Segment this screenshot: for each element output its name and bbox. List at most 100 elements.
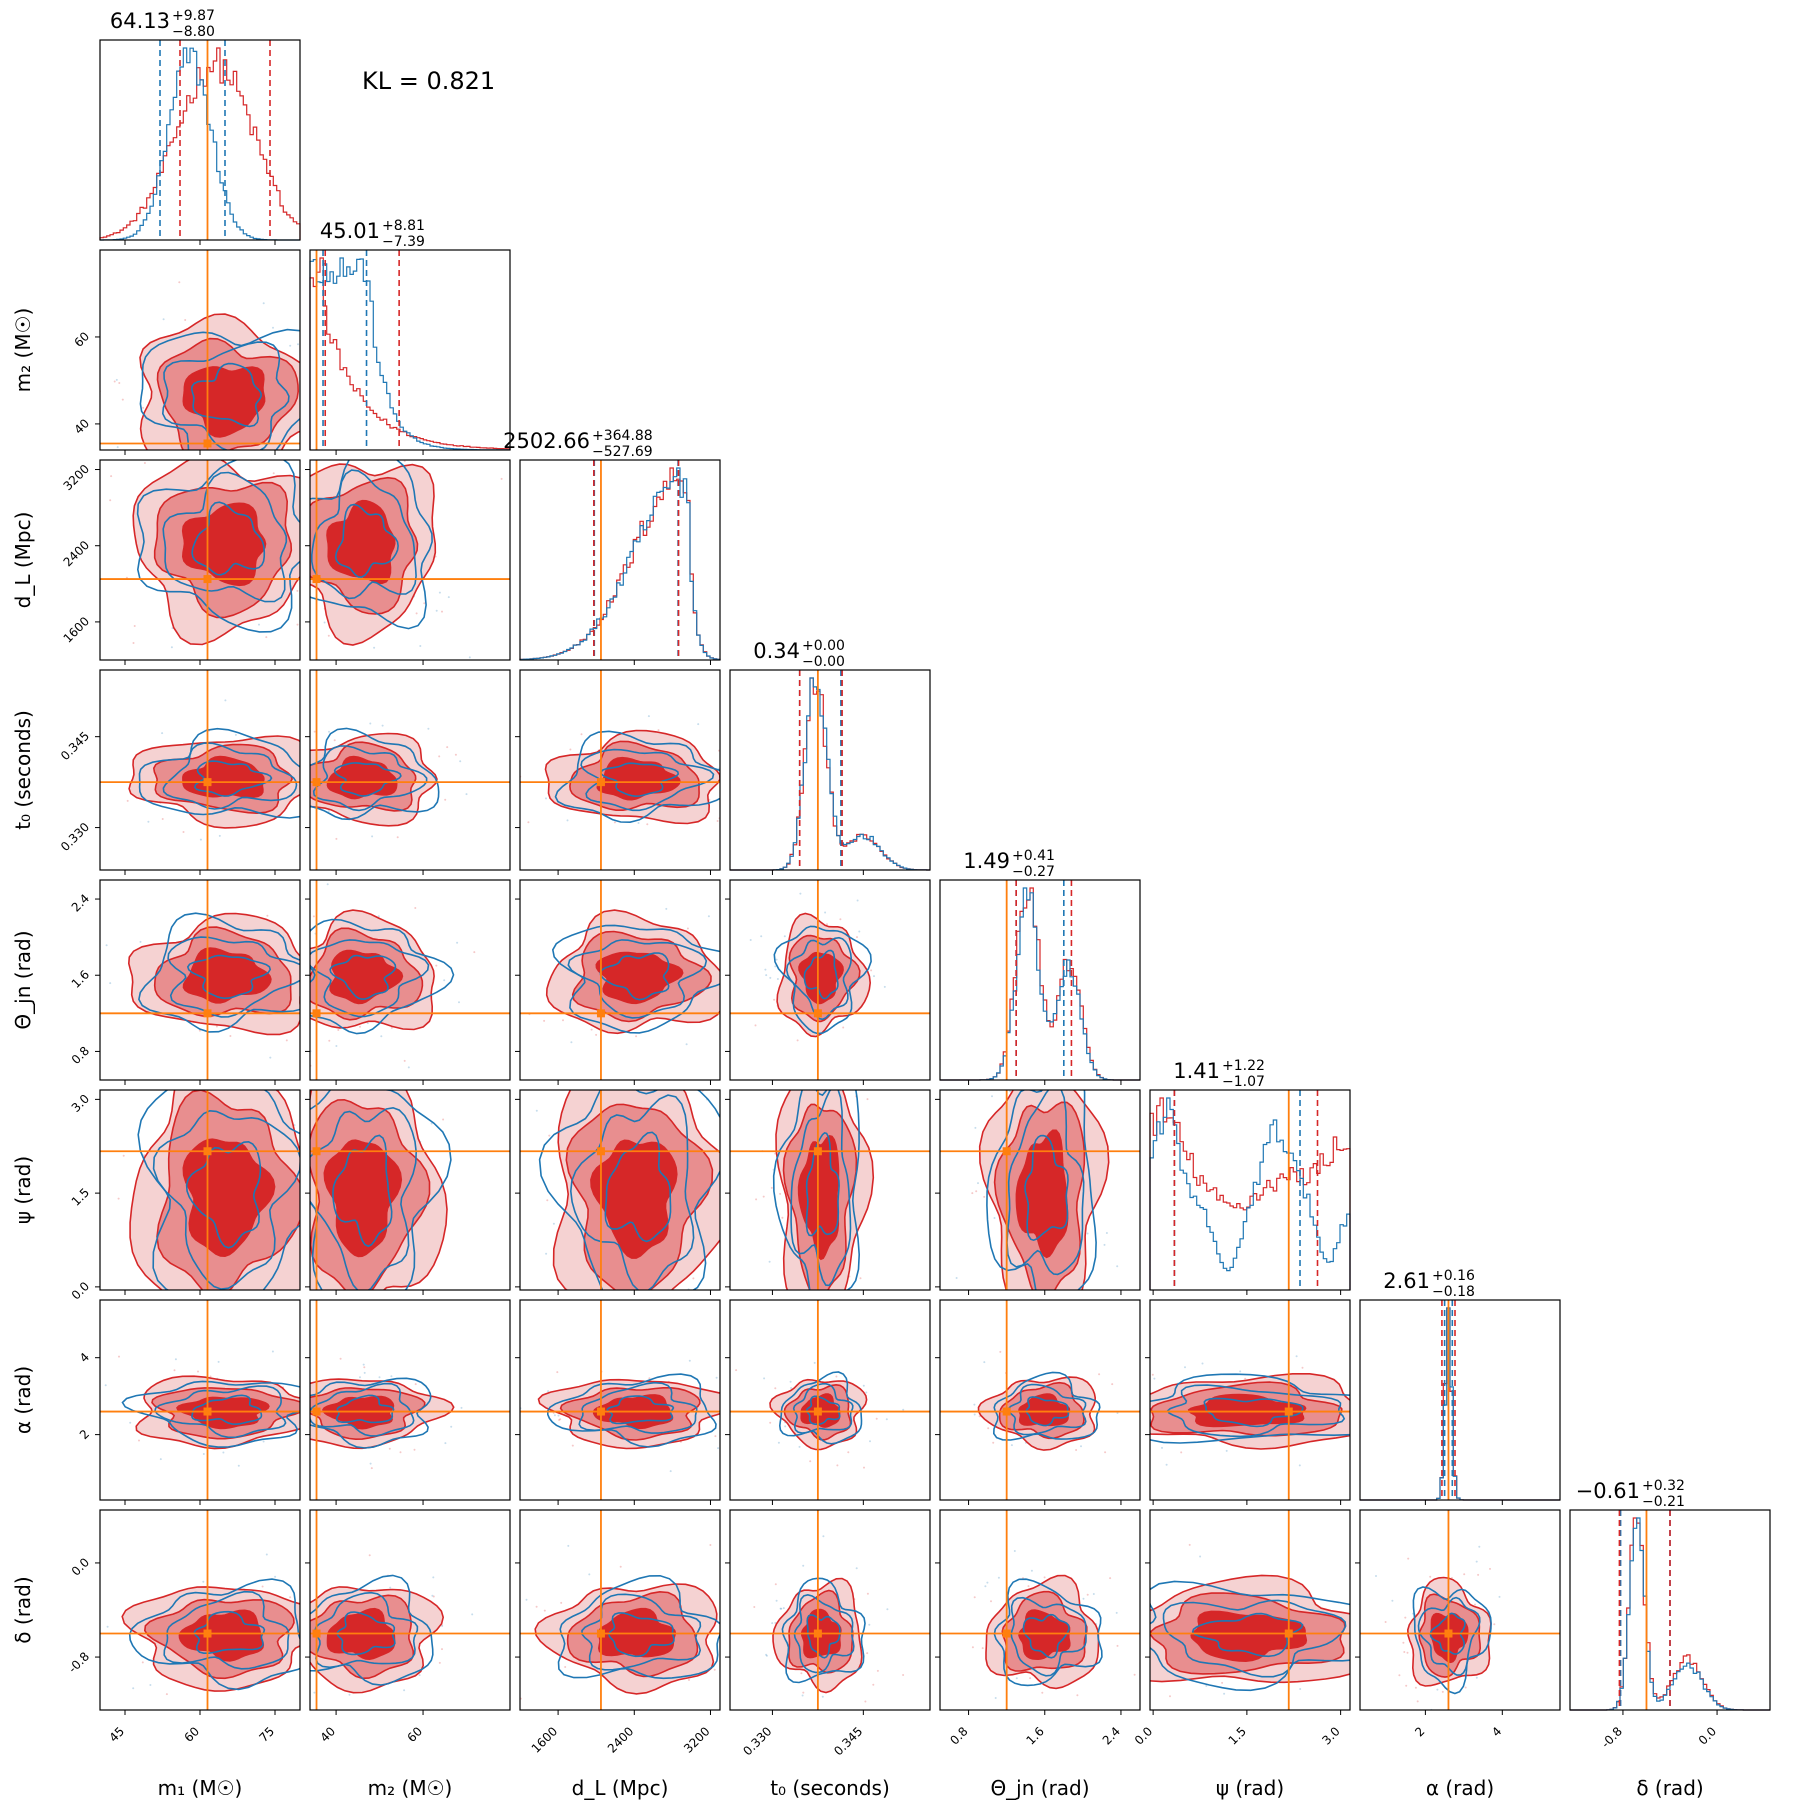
scatter-point (366, 1733, 368, 1735)
scatter-point (714, 1435, 717, 1438)
truth-marker (203, 1147, 212, 1156)
histogram-red-psi (1149, 1097, 1351, 1290)
truth-marker (1002, 1147, 1011, 1156)
scatter-point (798, 1445, 801, 1448)
scatter-point (863, 1466, 865, 1469)
x-tick-label-m1-2: 75 (256, 1724, 277, 1745)
truth-marker (203, 575, 212, 584)
diag-frame-theta_jn (939, 879, 1141, 1081)
scatter-point (511, 816, 513, 818)
scatter-point (218, 834, 221, 837)
scatter-point (326, 883, 329, 886)
scatter-point (646, 823, 649, 826)
truth-marker (203, 1629, 212, 1638)
scatter-point (737, 1661, 739, 1663)
scatter-point (366, 1308, 368, 1310)
scatter-point (765, 1654, 768, 1657)
scatter-point (1180, 1451, 1183, 1454)
scatter-point (1092, 1593, 1095, 1595)
scatter-point (692, 1277, 695, 1280)
scatter-point (999, 1350, 1002, 1353)
scatter-point (1121, 1401, 1123, 1403)
red-contour-level-2 (182, 1138, 276, 1258)
x-tick-label-delta-0: -0.8 (1599, 1724, 1625, 1750)
scatter-point (856, 936, 858, 939)
scatter-point (735, 749, 737, 751)
scatter-point (1475, 1676, 1478, 1679)
panel-t0-vs-dL (519, 668, 737, 871)
scatter-point (567, 1544, 570, 1547)
scatter-point (443, 979, 446, 982)
scatter-point (139, 940, 142, 943)
panel-theta_jn-vs-m2 (309, 879, 511, 1081)
scatter-point (643, 1078, 645, 1080)
scatter-point (1301, 1366, 1304, 1369)
scatter-point (138, 1439, 140, 1442)
scatter-point (866, 1652, 869, 1655)
scatter-point (366, 1022, 369, 1025)
title-value-theta_jn: 1.49 (963, 849, 1010, 873)
truth-marker (1284, 1407, 1293, 1416)
scatter-point (407, 1066, 410, 1069)
scatter-point (975, 1302, 977, 1304)
scatter-point (414, 1383, 417, 1386)
scatter-point (304, 1228, 306, 1230)
histogram-blue-m1 (100, 47, 300, 241)
scatter-point (847, 1056, 849, 1058)
scatter-point (1464, 1686, 1467, 1689)
scatter-point (1380, 1380, 1382, 1382)
scatter-point (456, 941, 459, 944)
scatter-point (272, 472, 275, 475)
title-minus-m2: −7.39 (382, 234, 425, 250)
panel-frame (519, 879, 721, 1081)
blue-contour-level-1 (785, 936, 853, 1021)
scatter-point (330, 1584, 332, 1586)
x-tick-label-theta_jn-2: 2.4 (1100, 1724, 1123, 1747)
blue-contour-level-1 (152, 1109, 300, 1290)
scatter-point (1006, 1293, 1008, 1295)
scatter-point (636, 1331, 638, 1333)
title-plus-alpha: +0.16 (1432, 1268, 1475, 1284)
scatter-point (773, 998, 776, 1001)
blue-contour-level-0 (310, 460, 433, 630)
scatter-point (580, 733, 583, 736)
y-tick-label-t0-0: 0.330 (58, 820, 92, 854)
scatter-point (217, 1336, 219, 1338)
x-tick-label-m2-0: 40 (318, 1724, 339, 1745)
scatter-point (826, 923, 828, 926)
scatter-point (117, 1197, 120, 1200)
blue-contour-level-0 (554, 730, 720, 824)
scatter-point (774, 1387, 777, 1390)
blue-contour-level-0 (138, 912, 300, 1033)
scatter-point (327, 810, 330, 812)
y-tick-label-dL-0: 1600 (61, 614, 92, 645)
title-value-t0: 0.34 (753, 639, 800, 663)
scatter-point (606, 668, 608, 670)
scatter-point (831, 1037, 833, 1039)
panel-psi-vs-m1 (56, 1040, 306, 1338)
diag-frame-alpha (1359, 1299, 1561, 1501)
scatter-point (1223, 1692, 1226, 1695)
scatter-point (56, 1168, 58, 1170)
scatter-point (875, 1417, 878, 1420)
scatter-point (765, 974, 768, 977)
scatter-point (1409, 1432, 1411, 1434)
scatter-point (460, 1406, 463, 1409)
scatter-point (431, 1594, 434, 1597)
scatter-point (321, 1081, 323, 1083)
scatter-point (771, 1622, 774, 1625)
scatter-point (393, 1084, 395, 1086)
scatter-point (1375, 1575, 1377, 1577)
panel-frame (309, 879, 511, 1081)
scatter-point (202, 1453, 205, 1455)
x-axis-label-t0: t₀ (seconds) (770, 1776, 890, 1800)
diag-panel-dL: 2502.66 +364.88−527.69 (503, 428, 721, 661)
scatter-point (971, 1646, 974, 1649)
scatter-point (822, 1535, 825, 1538)
scatter-point (555, 1069, 557, 1071)
panel-frame (519, 1509, 721, 1711)
panel-alpha-vs-t0 (729, 1299, 931, 1501)
scatter-point (418, 1674, 421, 1677)
scatter-point (281, 1040, 283, 1042)
